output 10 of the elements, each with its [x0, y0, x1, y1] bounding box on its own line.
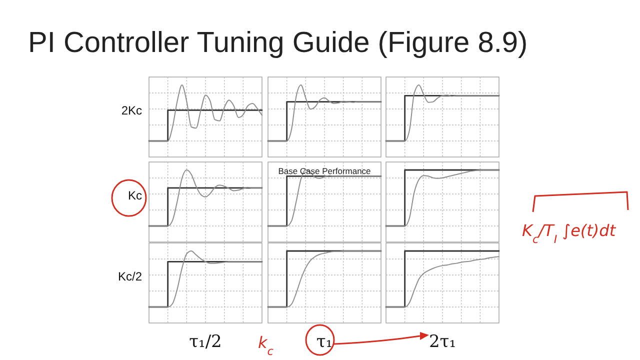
- x-axis-title: τ₁/2: [189, 332, 222, 352]
- text: k$_{c}$: [258, 333, 274, 358]
- x-axis-title: 2τ₁: [428, 332, 456, 352]
- x-axis-title: τ₁: [316, 332, 333, 352]
- text: K$_{c}$/T$_{I}$ ∫e(t)dt: [522, 221, 616, 246]
- y-axis-title: Kc: [128, 188, 142, 203]
- y-axis-title: 2Kc: [121, 104, 142, 118]
- y-axis-title: Kc/2: [118, 270, 142, 284]
- chart-title: Base Case Performance: [278, 166, 372, 176]
- chart-title: PI Controller Tuning Guide (Figure 8.9): [28, 27, 528, 59]
